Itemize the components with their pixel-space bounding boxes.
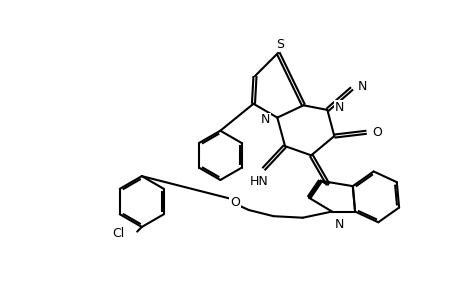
Text: N: N: [334, 218, 343, 231]
Text: N: N: [260, 113, 270, 126]
Text: O: O: [230, 196, 240, 209]
Text: N: N: [357, 80, 366, 93]
Text: O: O: [371, 126, 381, 139]
Text: HN: HN: [249, 176, 268, 188]
Text: N: N: [334, 101, 343, 114]
Text: Cl: Cl: [112, 226, 124, 240]
Text: S: S: [275, 38, 283, 51]
